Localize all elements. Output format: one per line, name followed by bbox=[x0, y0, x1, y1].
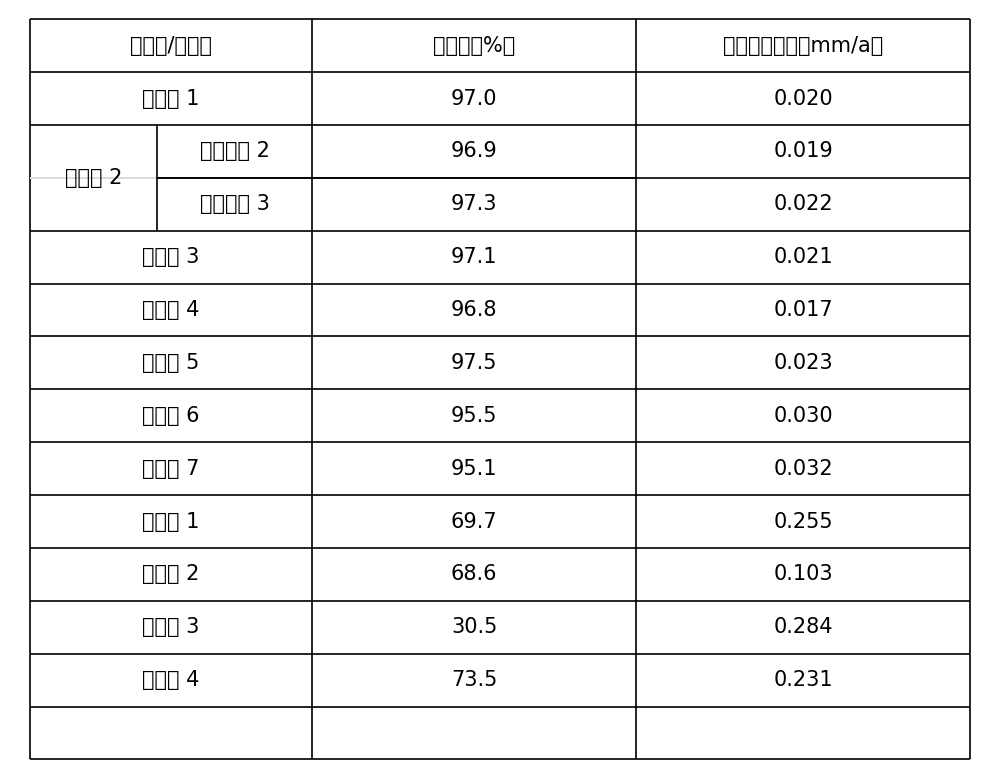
Text: 试验用水 3: 试验用水 3 bbox=[200, 194, 269, 214]
Text: 实施例 3: 实施例 3 bbox=[142, 247, 200, 268]
Text: 0.284: 0.284 bbox=[773, 618, 833, 638]
Text: 试验用水 2: 试验用水 2 bbox=[200, 141, 269, 161]
Text: 对比例 1: 对比例 1 bbox=[142, 511, 200, 531]
Text: 68.6: 68.6 bbox=[451, 564, 497, 584]
Text: 69.7: 69.7 bbox=[451, 511, 497, 531]
Text: 对比例 2: 对比例 2 bbox=[142, 564, 200, 584]
Text: 实施例/对比例: 实施例/对比例 bbox=[130, 35, 212, 56]
Text: 96.9: 96.9 bbox=[451, 141, 498, 161]
Text: 95.1: 95.1 bbox=[451, 459, 497, 479]
Text: 73.5: 73.5 bbox=[451, 670, 497, 690]
Text: 30.5: 30.5 bbox=[451, 618, 497, 638]
Text: 实施例 7: 实施例 7 bbox=[142, 459, 200, 479]
Text: 对比例 4: 对比例 4 bbox=[142, 670, 200, 690]
Text: 平均腑蚀速率（mm/a）: 平均腑蚀速率（mm/a） bbox=[723, 35, 883, 56]
Text: 95.5: 95.5 bbox=[451, 406, 497, 426]
Text: 96.8: 96.8 bbox=[451, 300, 497, 320]
Text: 实施例 5: 实施例 5 bbox=[142, 353, 200, 373]
Text: 97.3: 97.3 bbox=[451, 194, 497, 214]
Text: 0.021: 0.021 bbox=[773, 247, 833, 268]
Text: 对比例 3: 对比例 3 bbox=[142, 618, 200, 638]
Text: 0.023: 0.023 bbox=[773, 353, 833, 373]
Text: 0.032: 0.032 bbox=[773, 459, 833, 479]
Text: 0.022: 0.022 bbox=[773, 194, 833, 214]
Text: 实施例 2: 实施例 2 bbox=[65, 168, 122, 188]
Text: 0.231: 0.231 bbox=[773, 670, 833, 690]
Text: 0.017: 0.017 bbox=[773, 300, 833, 320]
Text: 97.0: 97.0 bbox=[451, 89, 497, 109]
Text: 0.255: 0.255 bbox=[773, 511, 833, 531]
Text: 0.103: 0.103 bbox=[773, 564, 833, 584]
Text: 实施例 1: 实施例 1 bbox=[142, 89, 200, 109]
Text: 97.5: 97.5 bbox=[451, 353, 497, 373]
Text: 0.020: 0.020 bbox=[773, 89, 833, 109]
Text: 0.019: 0.019 bbox=[773, 141, 833, 161]
Text: 阻垄率（%）: 阻垄率（%） bbox=[433, 35, 515, 56]
Text: 实施例 6: 实施例 6 bbox=[142, 406, 200, 426]
Text: 实施例 4: 实施例 4 bbox=[142, 300, 200, 320]
Text: 0.030: 0.030 bbox=[773, 406, 833, 426]
Text: 97.1: 97.1 bbox=[451, 247, 497, 268]
